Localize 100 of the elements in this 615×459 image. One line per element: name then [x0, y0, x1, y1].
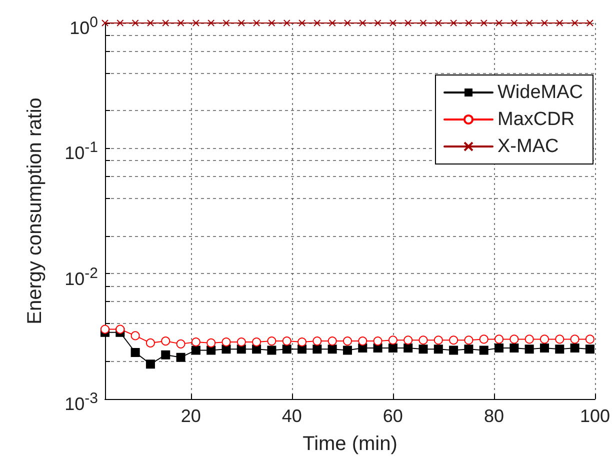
y-tick-label: 10$^{-1}$ [64, 138, 98, 166]
point [510, 20, 518, 26]
point [328, 20, 336, 26]
point [222, 20, 230, 26]
point [420, 20, 427, 26]
point [540, 20, 548, 26]
legend-label: MaxCDR [497, 109, 575, 130]
point [555, 344, 564, 354]
point [434, 336, 443, 345]
point [283, 20, 290, 26]
point [585, 344, 594, 354]
point [540, 344, 549, 353]
point [585, 334, 594, 344]
point [314, 20, 321, 26]
point [342, 346, 352, 355]
point [161, 336, 170, 346]
point [312, 336, 322, 346]
point [359, 20, 366, 26]
point [222, 337, 231, 346]
point [434, 20, 442, 26]
point [282, 344, 292, 354]
point [449, 336, 458, 345]
x-tick-label: 100 [580, 406, 610, 426]
point [238, 20, 245, 26]
point [496, 20, 503, 26]
point [176, 339, 186, 348]
point [130, 348, 140, 357]
point [252, 337, 262, 346]
point [480, 20, 488, 26]
point [192, 20, 200, 26]
point [130, 331, 140, 340]
point [570, 344, 580, 353]
point [132, 20, 139, 26]
point [176, 352, 186, 362]
point [298, 337, 307, 346]
x-tick-label: 60 [382, 406, 403, 426]
point [389, 20, 396, 26]
point [358, 336, 368, 346]
point [404, 344, 413, 353]
point [161, 350, 170, 360]
point [116, 20, 124, 26]
point [586, 20, 594, 26]
point [524, 344, 534, 354]
y-tick-label: 10$^{-3}$ [64, 389, 98, 416]
point [479, 346, 488, 355]
legend-label: X-MAC [497, 136, 559, 157]
point [524, 334, 534, 344]
point [191, 337, 200, 346]
point [494, 334, 504, 344]
point [450, 20, 458, 26]
point [464, 336, 474, 345]
point [570, 334, 580, 344]
x-tick-label: 80 [484, 406, 504, 426]
x-axis-title: Time (min) [302, 433, 398, 455]
point [526, 20, 533, 26]
point [162, 20, 170, 26]
point [464, 344, 474, 354]
point [404, 20, 412, 26]
point [449, 346, 458, 355]
point [298, 20, 306, 26]
x-tick-label: 20 [180, 406, 201, 426]
point [146, 338, 155, 348]
point [116, 324, 125, 334]
point [540, 334, 549, 344]
point [342, 336, 352, 346]
point [312, 344, 322, 354]
point [510, 334, 519, 344]
point [191, 346, 200, 355]
x-tick-label: 40 [282, 406, 302, 426]
point [555, 334, 564, 344]
point [282, 336, 292, 346]
point [267, 346, 276, 355]
point [374, 20, 382, 26]
point [268, 20, 276, 26]
point [465, 20, 472, 26]
point [328, 344, 337, 354]
point [388, 336, 398, 345]
point [177, 20, 184, 26]
point [556, 20, 564, 26]
point [404, 336, 413, 345]
point [494, 344, 504, 353]
point [434, 344, 443, 354]
point [344, 20, 351, 26]
point [510, 344, 519, 353]
point [328, 336, 337, 346]
point [418, 336, 428, 345]
point [253, 20, 260, 26]
point [267, 336, 276, 346]
point [388, 344, 398, 353]
point [236, 337, 246, 346]
point [373, 336, 382, 346]
point [418, 344, 428, 354]
y-axis-title: Energy consumption ratio [24, 98, 46, 324]
legend-label: WideMAC [497, 82, 584, 103]
point [146, 20, 154, 26]
y-tick-label: 10$^{0}$ [70, 13, 98, 40]
point [208, 20, 215, 26]
point [571, 20, 578, 26]
point [100, 324, 110, 334]
point [479, 334, 488, 344]
